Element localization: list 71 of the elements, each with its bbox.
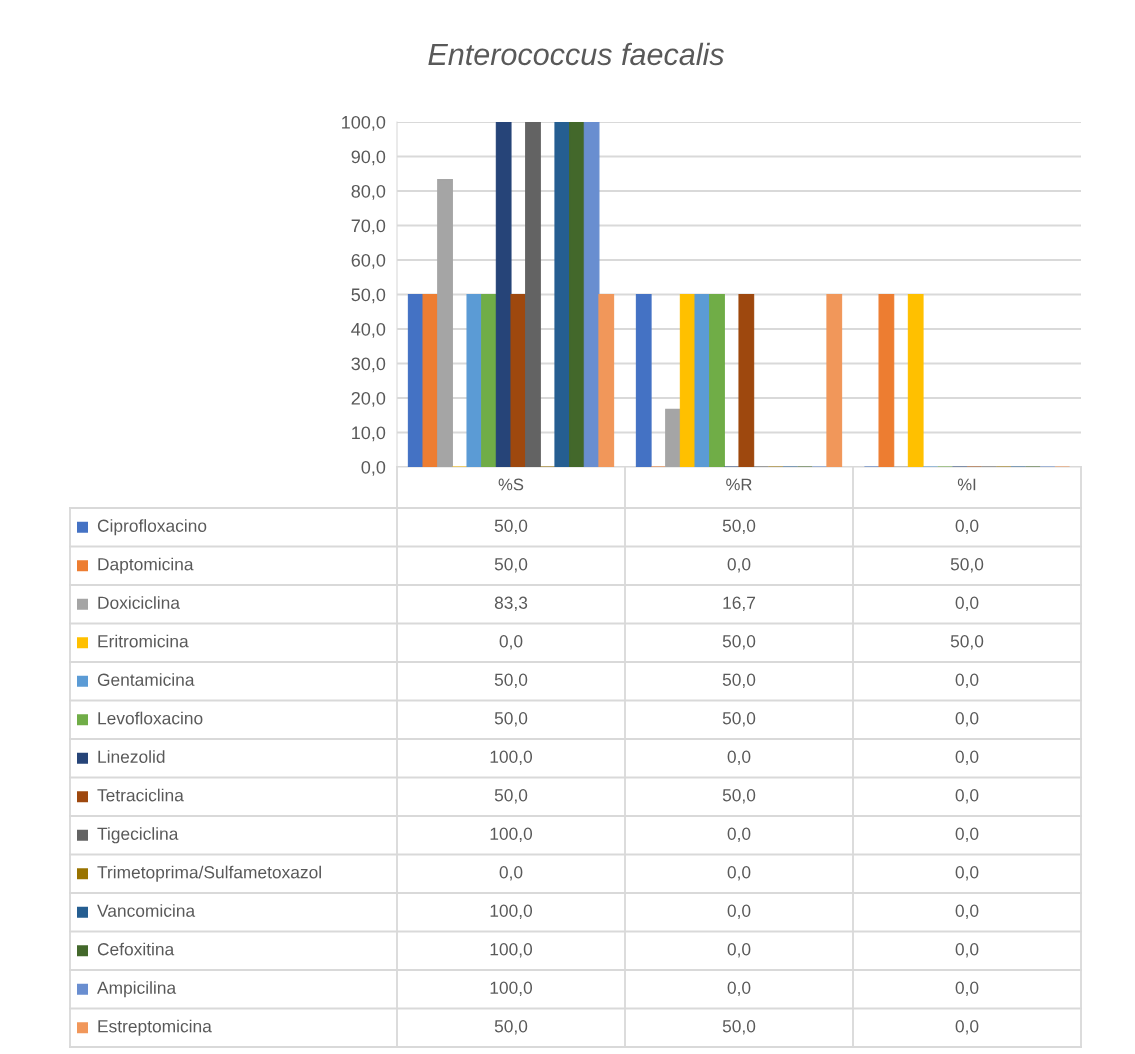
y-tick-label: 40,0	[351, 322, 386, 338]
legend-label: Ciprofloxacino	[97, 519, 207, 536]
data-label: 50,0	[722, 519, 756, 534]
legend-label: Ampicilina	[97, 981, 177, 998]
x-tick-label: %S	[498, 478, 524, 491]
data-label: 100,0	[490, 750, 533, 765]
y-tick-label: 0,0	[361, 460, 386, 476]
data-label: 50,0	[722, 1020, 756, 1035]
y-tick-label: 30,0	[351, 357, 386, 373]
legend-label: Estreptomicina	[98, 1019, 212, 1036]
data-label: 0,0	[499, 635, 523, 650]
data-label: 0,0	[955, 904, 979, 919]
data-label: 0,0	[955, 943, 979, 958]
data-label: 0,0	[727, 866, 751, 881]
chart-title: Enterococcus faecalis	[428, 42, 724, 66]
data-label: 0,0	[727, 827, 751, 842]
data-label: 0,0	[955, 981, 979, 996]
data-label: 0,0	[955, 519, 979, 534]
data-label: 0,0	[727, 904, 751, 919]
legend-label: Trimetoprima/Sulfametoxazol	[97, 865, 321, 882]
data-label: 100,0	[490, 827, 533, 842]
legend-label: Daptomicina	[98, 557, 194, 574]
data-label: 0,0	[955, 750, 979, 765]
legend-label: Cefoxitina	[97, 942, 175, 956]
y-tick-label: 100,0	[342, 115, 386, 131]
y-tick-label: 90,0	[351, 150, 386, 166]
x-tick-label: %R	[726, 478, 752, 491]
data-label: 0,0	[955, 1020, 979, 1035]
legend-label: Eritromicina	[98, 634, 189, 648]
data-label: 0,0	[727, 750, 751, 765]
data-label: 50,0	[494, 558, 528, 573]
legend-label: Doxiciclina	[98, 596, 180, 609]
data-label: 0,0	[727, 943, 751, 958]
data-label: 100,0	[490, 943, 533, 958]
data-label: 0,0	[955, 712, 979, 727]
data-label: 0,0	[955, 789, 979, 804]
y-tick-label: 50,0	[351, 288, 386, 304]
legend-label: Tigeciclina	[97, 827, 179, 844]
data-label: 0,0	[955, 827, 979, 842]
data-label: 0,0	[955, 673, 979, 688]
legend-label: Gentamicina	[97, 673, 195, 686]
y-tick-label: 60,0	[351, 253, 386, 269]
y-tick-label: 20,0	[351, 391, 386, 407]
legend-label: Vancomicina	[97, 904, 196, 917]
data-label: 50,0	[722, 673, 756, 688]
data-label: 50,0	[722, 635, 756, 650]
legend-label: Levofloxacino	[98, 711, 203, 725]
y-tick-label: 80,0	[351, 184, 386, 200]
data-label: 50,0	[722, 712, 756, 727]
data-label: 50,0	[494, 1020, 528, 1035]
data-label: 83,3	[494, 596, 528, 611]
y-tick-label: 70,0	[351, 219, 386, 235]
data-label: 50,0	[494, 789, 528, 804]
data-label: 16,7	[723, 596, 756, 611]
data-label: 0,0	[727, 981, 751, 996]
x-tick-label: %I	[957, 478, 976, 491]
data-label: 100,0	[490, 981, 533, 996]
data-label: 0,0	[727, 558, 751, 573]
data-label: 0,0	[955, 866, 979, 881]
y-tick-label: 10,0	[352, 426, 386, 442]
data-label: 50,0	[494, 673, 528, 688]
data-label: 50,0	[950, 558, 984, 573]
data-label: 100,0	[490, 904, 533, 919]
data-label: 50,0	[494, 712, 528, 727]
data-label: 0,0	[499, 866, 523, 881]
legend-label: Tetraciclina	[97, 788, 184, 802]
data-label: 50,0	[722, 789, 756, 804]
data-label: 0,0	[955, 596, 979, 611]
data-label: 50,0	[494, 519, 528, 534]
data-label: 50,0	[950, 635, 984, 650]
legend-label: Linezolid	[98, 750, 165, 763]
